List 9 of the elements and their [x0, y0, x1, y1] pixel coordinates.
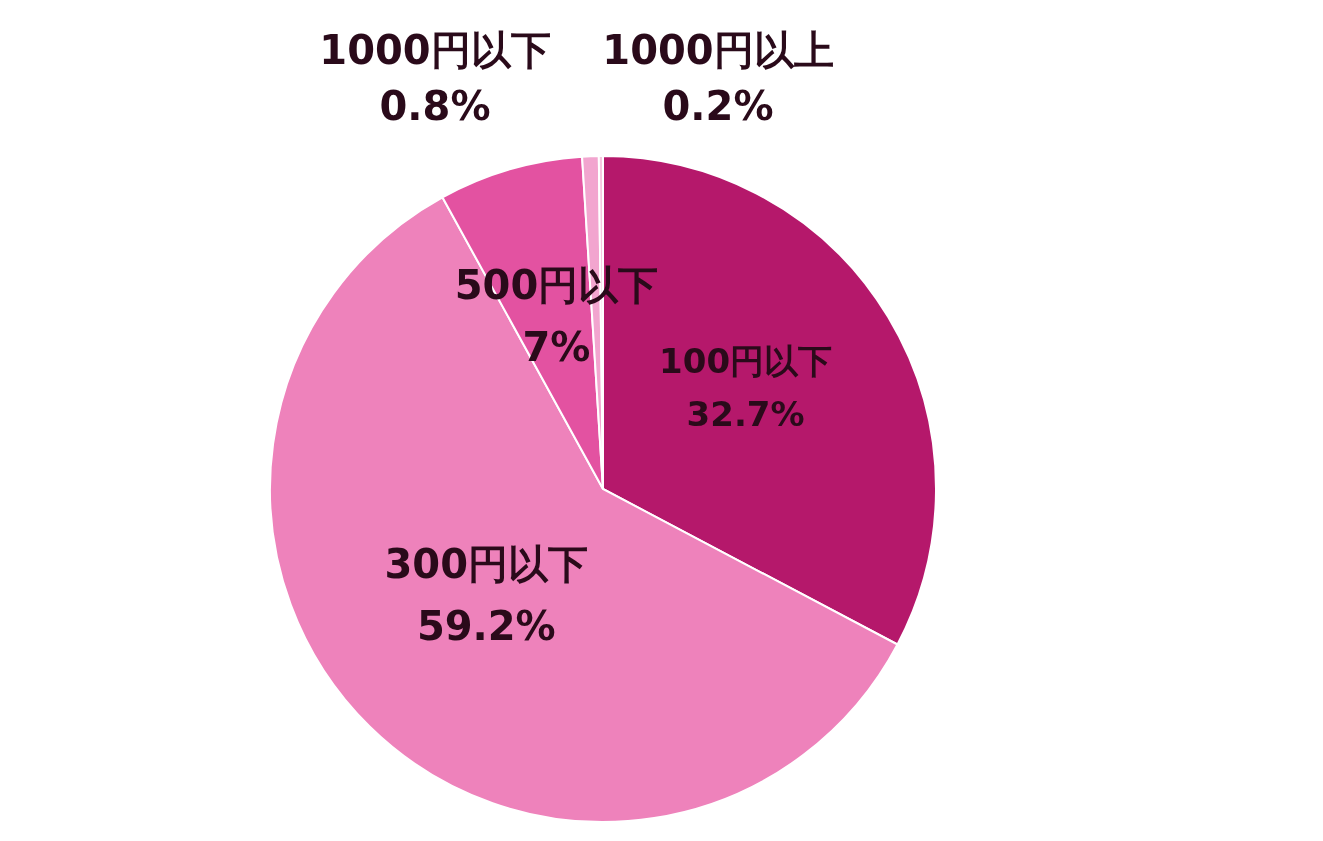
slice-label: 1000円以上 — [602, 27, 834, 73]
data-label: 0.8% — [379, 83, 491, 129]
slice-label: 300円以下 — [384, 540, 589, 587]
slice-label: 1000円以下 — [319, 27, 551, 73]
data-label: 32.7% — [686, 393, 805, 434]
data-label: 7% — [522, 324, 591, 371]
data-label: 0.2% — [662, 83, 774, 129]
slice-label: 100円以下 — [659, 341, 833, 382]
data-label: 59.2% — [416, 602, 556, 649]
